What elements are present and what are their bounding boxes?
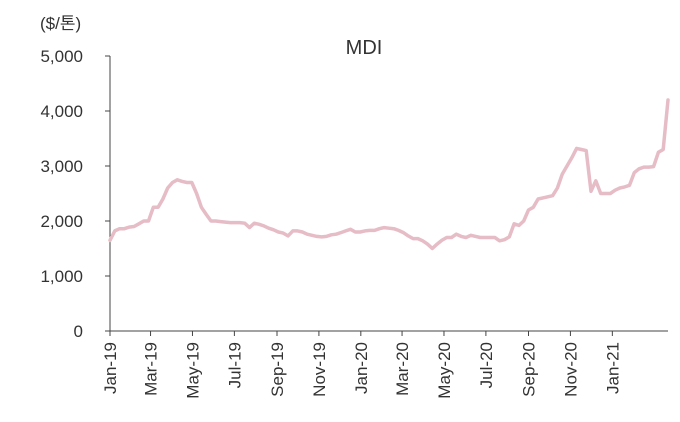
- y-axis: 0 1,000 2,000 3,000 4,000 5,000: [40, 47, 111, 341]
- x-tick-label: Jul-19: [225, 342, 244, 388]
- y-tick-label: 2,000: [40, 212, 83, 231]
- chart-title: MDI: [346, 37, 383, 59]
- y-tick-label: 0: [74, 322, 83, 341]
- x-tick-label: Jan-19: [101, 342, 120, 394]
- x-tick-label: Sep-19: [268, 342, 287, 397]
- x-tick-label: Jan-21: [603, 342, 622, 394]
- y-tick-label: 4,000: [40, 102, 83, 121]
- x-tick-label: Jul-20: [477, 342, 496, 388]
- x-tick-label: Sep-20: [520, 342, 539, 397]
- x-tick-label: Jan-20: [352, 342, 371, 394]
- y-axis-unit-label: ($/톤): [40, 14, 81, 33]
- x-tick-label: Nov-19: [310, 342, 329, 397]
- y-tick-label: 5,000: [40, 47, 83, 66]
- series-line-0: [108, 98, 670, 251]
- x-axis: Jan-19 Mar-19 May-19 Jul-19 Sep-19 Nov-19 Jan-…: [101, 330, 668, 399]
- y-tick-label: 3,000: [40, 157, 83, 176]
- y-tick-label: 1,000: [40, 267, 83, 286]
- series-layer: [108, 98, 670, 251]
- x-tick-label: May-19: [183, 342, 202, 399]
- x-tick-label: Mar-20: [393, 342, 412, 396]
- x-tick-label: Mar-19: [142, 342, 161, 396]
- x-tick-label: Nov-20: [561, 342, 580, 397]
- x-tick-label: May-20: [435, 342, 454, 399]
